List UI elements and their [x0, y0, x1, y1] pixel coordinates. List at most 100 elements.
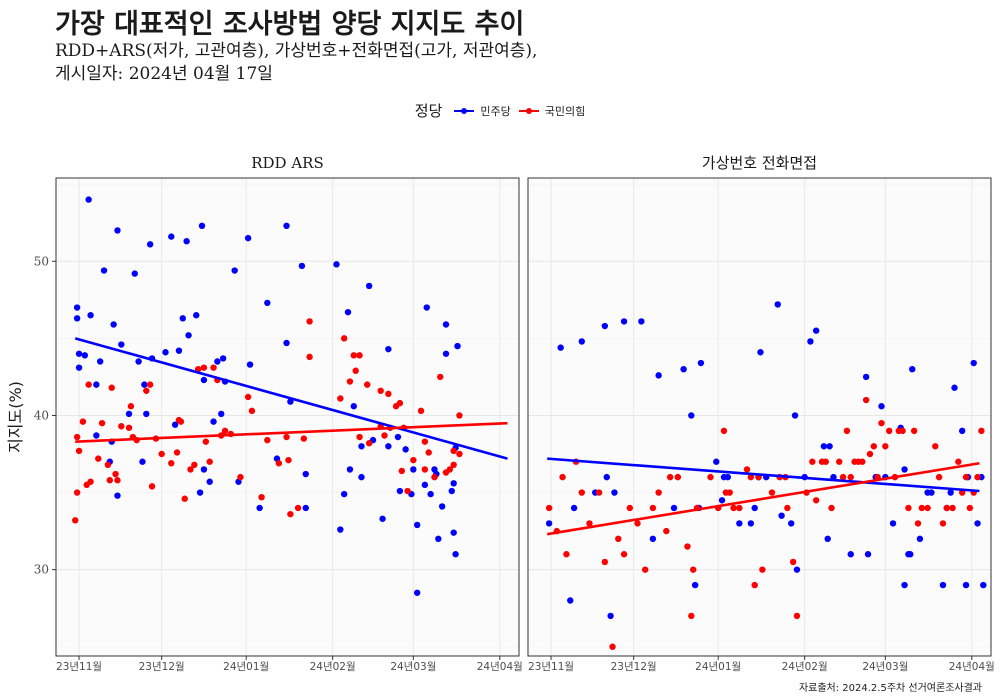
data-point	[337, 395, 344, 402]
data-point	[949, 504, 956, 512]
data-point	[859, 458, 866, 465]
data-point	[901, 466, 908, 473]
data-point	[285, 456, 292, 464]
data-point	[302, 504, 309, 512]
subtitle-line-1: RDD+ARS(저가, 고관여층), 가상번호+전화면접(고가, 저관여층),	[55, 41, 538, 61]
data-point	[736, 504, 743, 512]
legend-title: 정당	[414, 102, 443, 120]
data-point	[248, 407, 256, 415]
legend: 정당 민주당 국민의힘	[0, 100, 1000, 121]
data-point	[244, 393, 252, 401]
data-point	[824, 535, 831, 543]
data-point	[108, 384, 115, 391]
legend-swatch-minju	[454, 106, 475, 116]
data-point	[878, 403, 885, 410]
data-point	[106, 477, 113, 484]
data-point	[609, 643, 616, 650]
data-point	[356, 352, 363, 359]
data-point	[655, 489, 662, 496]
data-point	[210, 418, 217, 425]
data-point	[171, 421, 179, 428]
data-point	[413, 589, 421, 596]
panel-border	[55, 177, 520, 657]
data-point	[85, 196, 92, 203]
data-point	[283, 433, 290, 441]
data-point	[958, 427, 966, 435]
data-point	[173, 449, 181, 456]
data-point	[283, 222, 290, 229]
data-point	[586, 520, 593, 527]
data-point	[187, 466, 194, 473]
data-point	[778, 512, 785, 519]
data-point	[943, 504, 951, 512]
x-tick-label: 24년03월	[390, 661, 436, 673]
data-point	[720, 427, 728, 435]
data-point	[730, 504, 737, 512]
data-point	[899, 427, 906, 435]
data-point	[793, 612, 801, 620]
data-point	[85, 381, 92, 388]
data-point	[442, 350, 450, 357]
data-point	[828, 504, 835, 512]
data-point	[688, 412, 695, 419]
data-point	[757, 349, 764, 356]
data-point	[916, 535, 924, 543]
data-point	[87, 478, 94, 485]
data-point	[751, 581, 758, 589]
data-point	[352, 367, 359, 374]
data-point	[404, 487, 411, 495]
data-point	[789, 558, 797, 566]
data-point	[882, 443, 889, 450]
data-point	[294, 504, 302, 512]
data-point	[381, 432, 388, 439]
data-point	[306, 318, 313, 325]
data-point	[450, 447, 457, 455]
data-point	[423, 304, 430, 311]
data-point	[396, 487, 404, 495]
legend-item-ppp: 국민의힘	[518, 103, 585, 119]
data-point	[626, 504, 634, 512]
data-point	[726, 489, 733, 496]
data-point	[231, 267, 238, 274]
data-point	[563, 551, 570, 558]
data-point	[365, 440, 373, 447]
data-point	[143, 387, 150, 394]
data-point	[256, 504, 263, 512]
data-point	[210, 364, 217, 371]
data-point	[910, 427, 918, 435]
x-tick-label: 23년11월	[56, 661, 102, 673]
data-point	[454, 342, 461, 350]
data-point	[557, 344, 564, 351]
data-point	[181, 495, 188, 502]
panel-border	[527, 177, 992, 657]
x-tick-label: 24년04월	[949, 661, 995, 673]
data-point	[962, 473, 970, 481]
x-tick-label: 24년01월	[223, 661, 269, 673]
data-point	[125, 424, 133, 431]
data-point	[350, 352, 357, 359]
data-point	[358, 473, 365, 481]
data-point	[221, 427, 229, 435]
data-point	[450, 480, 457, 487]
data-point	[218, 410, 225, 418]
data-point	[112, 470, 119, 478]
data-point	[615, 535, 622, 543]
data-point	[674, 473, 682, 481]
panel-background	[56, 178, 519, 656]
data-point	[847, 551, 854, 558]
data-point	[413, 521, 421, 529]
data-point	[398, 467, 406, 475]
data-point	[158, 450, 165, 458]
data-point	[179, 315, 186, 322]
data-point	[456, 450, 463, 458]
data-point	[655, 372, 662, 379]
data-point	[567, 597, 574, 604]
data-point	[118, 341, 125, 348]
data-point	[177, 418, 185, 425]
data-point	[663, 527, 670, 535]
data-point	[421, 438, 429, 445]
data-point	[193, 312, 200, 319]
data-point	[670, 504, 678, 512]
data-point	[812, 497, 820, 504]
